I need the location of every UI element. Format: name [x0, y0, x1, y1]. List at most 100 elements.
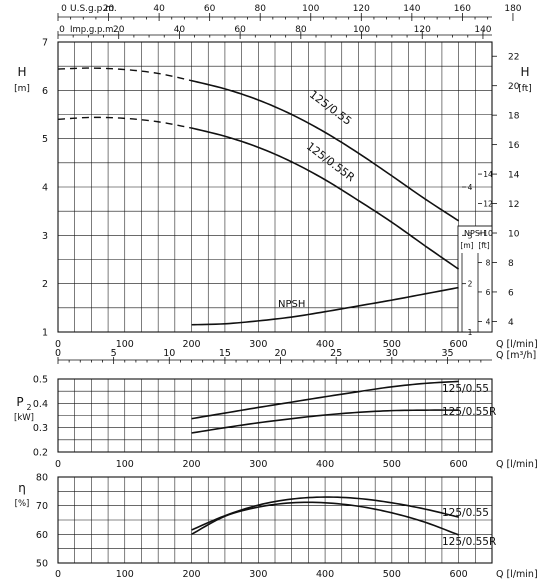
impgpm-tick-label: 20	[113, 25, 125, 35]
usgpm-tick-label: 60	[204, 4, 216, 14]
power-panel-frame	[57, 378, 493, 453]
head-x-tick-label: 200	[182, 339, 200, 350]
head-x-tick-label: 600	[450, 339, 468, 350]
m3h-tick-label: 25	[330, 348, 342, 359]
head-x-axis-label: Q [l/min]	[496, 339, 537, 350]
npsh-inset-panel	[457, 225, 493, 333]
usgpm-tick-label: 0	[61, 4, 67, 14]
impgpm-tick-label: 120	[414, 25, 431, 35]
m3h-axis-label: Q [m³/h]	[496, 350, 536, 361]
head-ft-tick-label: 12	[508, 200, 519, 210]
eff-x-axis-label: Q [l/min]	[496, 569, 537, 580]
grid-layer	[58, 42, 492, 563]
head-curve-0	[191, 79, 460, 222]
eff-y-tick-label: 50	[36, 559, 48, 570]
power-y-tick-label: 0.2	[33, 448, 48, 459]
npsh-m-tick-label: 4	[468, 183, 473, 192]
eff-x-tick-label: 0	[55, 569, 61, 580]
m3h-tick-label: 20	[275, 348, 287, 359]
head-y-tick-label: 3	[42, 231, 48, 242]
head-ft-tick-label: 16	[508, 141, 520, 151]
impgpm-tick-label: 0	[59, 25, 65, 35]
usgpm-tick-label: 20	[103, 4, 115, 14]
curve-layer	[57, 67, 460, 536]
impgpm-tick-label: 40	[174, 25, 186, 35]
head-x-tick-label: 300	[249, 339, 267, 350]
eff-series-label-125-055r: 125/0.55R	[442, 536, 496, 548]
npsh-ft-tick-label: 12	[483, 200, 493, 209]
eff-curve-1	[191, 501, 459, 536]
head-y-tick-label: 1	[42, 328, 48, 339]
power-x-tick-label: 300	[249, 459, 267, 470]
power-x-tick-label: 100	[116, 459, 134, 470]
power-y-axis-sub: 2	[26, 403, 31, 412]
head-y-tick-label: 5	[42, 134, 48, 145]
m3h-tick-label: 5	[111, 348, 117, 359]
impgpm-tick-label: 100	[353, 25, 370, 35]
eff-x-tick-label: 200	[182, 569, 200, 580]
head-panel-frame	[57, 41, 493, 333]
power-x-tick-label: 500	[383, 459, 401, 470]
usgpm-tick-label: 160	[454, 4, 471, 14]
head-ft-tick-label: 6	[508, 288, 514, 298]
npsh-panel-title: NPSH	[464, 229, 486, 238]
eff-series-label-125-055: 125/0.55	[442, 507, 489, 519]
npsh-ft-unit: [ft]	[478, 241, 489, 250]
head-ft-tick-label: 10	[508, 230, 520, 240]
head-dashed-curve-0	[57, 67, 192, 82]
eff-y-tick-label: 80	[36, 473, 48, 484]
impgpm-tick-label: 80	[295, 25, 307, 35]
eff-x-tick-label: 400	[316, 569, 334, 580]
power-y-tick-label: 0.5	[33, 375, 48, 386]
head-curve-2	[191, 286, 459, 326]
eff-x-tick-label: 500	[383, 569, 401, 580]
head-y-tick-label: 4	[42, 183, 48, 194]
head-y-axis-label: H	[17, 65, 26, 79]
head-ft-axis-label: H	[520, 65, 529, 79]
m3h-tick-label: 10	[163, 348, 175, 359]
npsh-m-unit: [m]	[460, 241, 473, 250]
head-y-tick-label: 6	[42, 86, 48, 97]
frame-layer	[57, 13, 514, 564]
power-x-tick-label: 0	[55, 459, 61, 470]
eff-y-axis-unit: [%]	[15, 499, 30, 509]
head-ft-tick-label: 4	[508, 318, 514, 328]
npsh-series-label: NPSH	[278, 299, 305, 310]
head-curve-1	[191, 127, 460, 270]
head-ft-tick-label: 8	[508, 259, 514, 269]
power-y-tick-label: 0.3	[33, 423, 48, 434]
npsh-ft-tick-label: 6	[486, 288, 491, 297]
npsh-ft-tick-label: 14	[483, 170, 493, 179]
eff-x-tick-label: 300	[249, 569, 267, 580]
head-x-tick-label: 100	[116, 339, 134, 350]
eff-y-axis-label: η	[18, 481, 26, 495]
power-series-label-125-055: 125/0.55	[442, 383, 489, 395]
head-ft-tick-label: 14	[508, 171, 520, 181]
power-x-axis-label: Q [l/min]	[496, 459, 537, 470]
usgpm-tick-label: 100	[302, 4, 319, 14]
usgpm-tick-label: 80	[254, 4, 266, 14]
npsh-ft-tick-label: 4	[486, 317, 491, 326]
usgpm-tick-label: 120	[353, 4, 370, 14]
head-y-axis-unit: [m]	[14, 84, 30, 94]
usgpm-axis-label: U.S.g.p.m.	[70, 4, 117, 14]
m3h-tick-label: 35	[441, 348, 453, 359]
power-curve-1	[191, 409, 459, 434]
power-y-axis-unit: [kW]	[14, 413, 34, 423]
head-y-tick-label: 2	[42, 279, 48, 290]
impgpm-axis-label: Imp.g.p.m.	[70, 25, 116, 35]
power-x-tick-label: 600	[450, 459, 468, 470]
impgpm-tick-label: 140	[474, 25, 491, 35]
head-y-tick-label: 7	[42, 38, 48, 49]
eff-x-tick-label: 600	[450, 569, 468, 580]
m3h-tick-label: 30	[386, 348, 398, 359]
npsh-m-tick-label: 1	[468, 328, 473, 337]
usgpm-tick-label: 40	[153, 4, 165, 14]
m3h-tick-label: 15	[219, 348, 231, 359]
power-x-tick-label: 200	[182, 459, 200, 470]
efficiency-panel-frame	[57, 476, 493, 564]
head-series-label-125-055: 125/0.55	[307, 88, 354, 128]
head-ft-tick-label: 22	[508, 53, 519, 63]
power-y-tick-label: 0.4	[33, 399, 48, 410]
